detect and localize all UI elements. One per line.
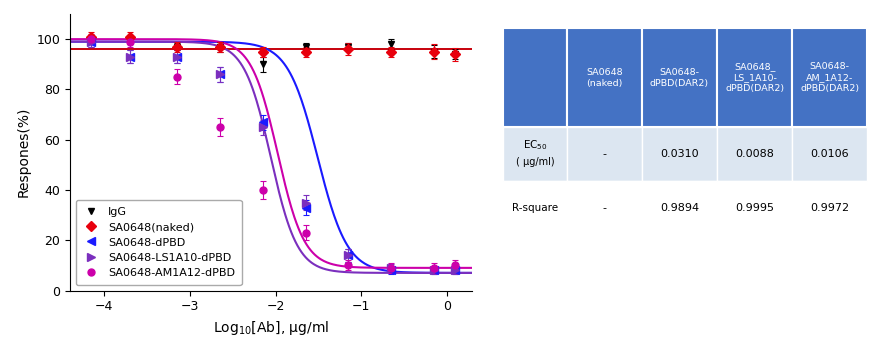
- IgG: [124, 40, 135, 44]
- Text: SA0648_
LS_1A10-
dPBD(DAR2): SA0648_ LS_1A10- dPBD(DAR2): [725, 62, 784, 93]
- Text: EC$_{50}$: EC$_{50}$: [523, 138, 548, 152]
- SA0648-AM1A12-dPBD: [258, 188, 268, 192]
- SA0648-AM1A12-dPBD: [343, 263, 354, 267]
- Line: IgG: IgG: [88, 36, 459, 68]
- SA0648-dPBD: [300, 205, 311, 210]
- SA0648(naked): [450, 52, 461, 56]
- Text: SA0648
(naked): SA0648 (naked): [586, 68, 623, 88]
- IgG: [343, 44, 354, 49]
- SA0648(naked): [86, 35, 96, 39]
- Line: SA0648(naked): SA0648(naked): [88, 33, 459, 58]
- Y-axis label: Respones(%): Respones(%): [17, 107, 31, 197]
- SA0648-dPBD: [172, 55, 182, 59]
- Bar: [717, 28, 792, 127]
- SA0648(naked): [124, 35, 135, 39]
- Text: SA0648-
AM_1A12-
dPBD(DAR2): SA0648- AM_1A12- dPBD(DAR2): [800, 62, 859, 93]
- Line: SA0648-AM1A12-dPBD: SA0648-AM1A12-dPBD: [88, 36, 459, 271]
- Text: SA0648-
dPBD(DAR2): SA0648- dPBD(DAR2): [650, 68, 709, 88]
- Text: 0.9995: 0.9995: [735, 203, 774, 213]
- Bar: [642, 28, 717, 127]
- Bar: [567, 127, 642, 181]
- SA0648(naked): [258, 50, 268, 54]
- SA0648-dPBD: [428, 268, 439, 273]
- SA0648(naked): [343, 47, 354, 51]
- SA0648-LS1A10-dPBD: [428, 268, 439, 273]
- SA0648-AM1A12-dPBD: [172, 75, 182, 79]
- Bar: [642, 127, 717, 181]
- Bar: [567, 181, 642, 235]
- IgG: [386, 42, 397, 46]
- IgG: [86, 37, 96, 41]
- IgG: [258, 62, 268, 66]
- Text: 0.0088: 0.0088: [735, 149, 774, 159]
- SA0648-LS1A10-dPBD: [386, 266, 397, 270]
- SA0648(naked): [300, 50, 311, 54]
- SA0648-AM1A12-dPBD: [386, 266, 397, 270]
- SA0648-AM1A12-dPBD: [124, 40, 135, 44]
- Bar: [567, 28, 642, 127]
- SA0648-AM1A12-dPBD: [428, 266, 439, 270]
- SA0648-AM1A12-dPBD: [300, 231, 311, 235]
- Text: 0.9972: 0.9972: [810, 203, 849, 213]
- SA0648-dPBD: [343, 253, 354, 257]
- IgG: [300, 44, 311, 49]
- Bar: [503, 127, 567, 181]
- Bar: [792, 127, 867, 181]
- SA0648-LS1A10-dPBD: [258, 125, 268, 129]
- Text: 0.0106: 0.0106: [810, 149, 849, 159]
- SA0648(naked): [172, 44, 182, 49]
- Text: 0.0310: 0.0310: [661, 149, 699, 159]
- IgG: [215, 44, 225, 49]
- Text: -: -: [603, 149, 606, 159]
- Text: ( μg/ml): ( μg/ml): [516, 157, 555, 167]
- Bar: [717, 127, 792, 181]
- Text: 0.9894: 0.9894: [660, 203, 699, 213]
- SA0648-dPBD: [124, 55, 135, 59]
- SA0648-LS1A10-dPBD: [450, 268, 461, 273]
- SA0648-LS1A10-dPBD: [124, 55, 135, 59]
- SA0648-LS1A10-dPBD: [215, 72, 225, 76]
- SA0648(naked): [386, 50, 397, 54]
- IgG: [172, 44, 182, 49]
- SA0648-LS1A10-dPBD: [343, 253, 354, 257]
- SA0648(naked): [428, 50, 439, 54]
- SA0648-dPBD: [386, 268, 397, 273]
- SA0648-AM1A12-dPBD: [86, 37, 96, 41]
- SA0648-LS1A10-dPBD: [300, 201, 311, 205]
- Bar: [717, 181, 792, 235]
- X-axis label: Log$_{10}$[Ab], μg/ml: Log$_{10}$[Ab], μg/ml: [213, 319, 329, 337]
- IgG: [428, 50, 439, 54]
- SA0648-dPBD: [258, 120, 268, 124]
- IgG: [450, 52, 461, 56]
- Legend: IgG, SA0648(naked), SA0648-dPBD, SA0648-LS1A10-dPBD, SA0648-AM1A12-dPBD: IgG, SA0648(naked), SA0648-dPBD, SA0648-…: [75, 200, 242, 285]
- Line: SA0648-dPBD: SA0648-dPBD: [88, 37, 460, 274]
- SA0648-dPBD: [86, 40, 96, 44]
- Line: SA0648-LS1A10-dPBD: SA0648-LS1A10-dPBD: [88, 37, 460, 274]
- SA0648-AM1A12-dPBD: [450, 263, 461, 267]
- SA0648(naked): [215, 44, 225, 49]
- Text: R-square: R-square: [512, 203, 558, 213]
- Bar: [503, 181, 567, 235]
- SA0648-LS1A10-dPBD: [172, 55, 182, 59]
- SA0648-dPBD: [450, 268, 461, 273]
- SA0648-AM1A12-dPBD: [215, 125, 225, 129]
- Bar: [792, 181, 867, 235]
- Text: -: -: [603, 203, 606, 213]
- Bar: [792, 28, 867, 127]
- Bar: [503, 28, 567, 127]
- SA0648-LS1A10-dPBD: [86, 40, 96, 44]
- SA0648-dPBD: [215, 72, 225, 76]
- Bar: [642, 181, 717, 235]
